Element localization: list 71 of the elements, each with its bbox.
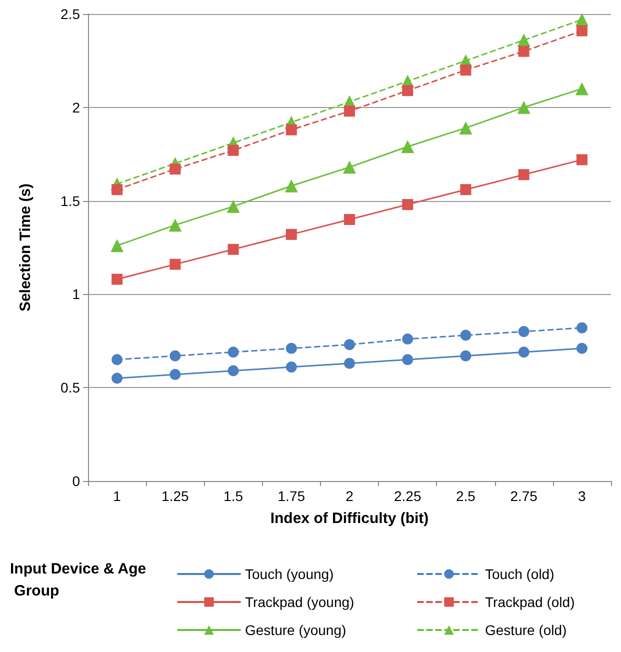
y-tick-label: 0.5	[60, 380, 80, 396]
x-tick-label: 2	[346, 488, 354, 504]
point	[576, 322, 588, 334]
legend-label: Gesture (old)	[485, 622, 567, 638]
point	[402, 354, 414, 366]
point	[226, 200, 240, 213]
point	[343, 160, 356, 174]
point	[401, 140, 414, 154]
x-tick-label: 2.25	[394, 488, 422, 504]
point	[344, 339, 355, 350]
point	[110, 239, 124, 252]
y-tick-label: 0	[72, 473, 80, 489]
point	[228, 365, 239, 376]
point	[576, 25, 588, 36]
point	[228, 244, 239, 255]
point	[284, 179, 298, 192]
legend-title: Input Device & Age Group	[10, 560, 146, 600]
point	[460, 330, 472, 341]
point	[228, 346, 239, 358]
legend-label: Touch (young)	[245, 566, 334, 582]
point	[459, 121, 472, 134]
legend-label: Gesture (young)	[245, 622, 346, 638]
point	[518, 326, 530, 338]
point	[576, 342, 588, 354]
point	[112, 372, 123, 384]
point	[517, 34, 530, 47]
legend-label: Trackpad (old)	[485, 594, 575, 610]
x-tick-label: 1	[113, 488, 122, 504]
point	[112, 354, 123, 366]
x-tick-label: 1.75	[278, 488, 306, 504]
x-tick-label: 2.5	[456, 488, 476, 504]
y-tick-label: 1	[72, 286, 80, 302]
point	[170, 369, 181, 380]
point	[518, 346, 530, 358]
point	[286, 362, 297, 373]
point	[344, 214, 355, 225]
point	[286, 124, 297, 136]
point	[344, 358, 355, 369]
point	[402, 199, 414, 210]
point	[112, 184, 123, 196]
point	[460, 64, 472, 76]
y-axis-title: Selection Time (s)	[17, 183, 34, 312]
x-axis-title: Index of Difficulty (bit)	[270, 510, 429, 527]
point	[460, 350, 472, 362]
x-tick-label: 2.75	[510, 488, 538, 504]
y-tick-label: 2.5	[60, 6, 80, 22]
point	[228, 144, 239, 156]
legend-label: Touch (old)	[485, 566, 554, 582]
x-tick-label: 1.25	[162, 488, 190, 504]
point	[575, 82, 588, 96]
point	[286, 342, 297, 354]
point	[286, 228, 297, 240]
point	[402, 334, 414, 345]
point	[576, 154, 588, 166]
point	[518, 169, 530, 180]
point	[517, 100, 530, 114]
point	[518, 46, 530, 57]
point	[170, 164, 181, 175]
point	[170, 350, 181, 362]
point	[344, 106, 355, 117]
point	[168, 218, 182, 232]
x-tick-label: 1.5	[224, 488, 244, 504]
point	[402, 85, 414, 96]
point	[460, 184, 472, 196]
y-tick-label: 1.5	[60, 192, 80, 209]
y-tick-label: 2	[72, 99, 80, 116]
x-tick-label: 3	[578, 488, 586, 504]
point	[112, 274, 123, 285]
legend-label: Trackpad (young)	[245, 594, 354, 610]
point	[575, 13, 588, 26]
point	[170, 258, 181, 270]
